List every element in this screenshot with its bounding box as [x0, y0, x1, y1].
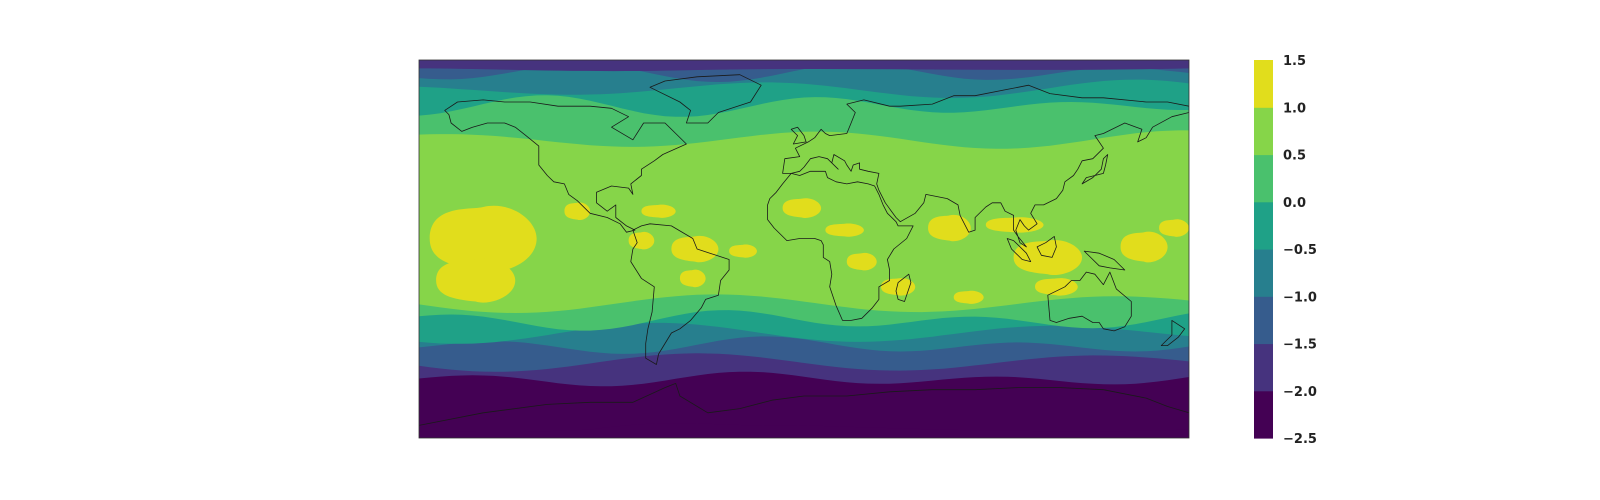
- high-value-patch-11: [846, 252, 877, 271]
- colorbar-segment-5: [1254, 154, 1273, 203]
- coastline-new-zealand: [1160, 320, 1186, 346]
- colorbar: −2.5 −2.0 −1.5 −1.0 −0.5 0.0 0.5 1.0 1.5: [1254, 54, 1317, 447]
- high-value-patch-7: [679, 269, 706, 288]
- high-value-patch-20: [953, 290, 984, 304]
- coastline-new-guinea: [1083, 250, 1126, 271]
- high-value-patch-10: [825, 223, 864, 237]
- colorbar-segment-6: [1254, 107, 1273, 156]
- colorbar-segment-2: [1254, 296, 1273, 345]
- map-plot-area: [419, 60, 1189, 438]
- high-value-patch-6: [671, 235, 719, 263]
- band-level-6: [419, 130, 1189, 313]
- high-value-patch-5: [641, 204, 676, 218]
- high-value-patch-8: [729, 244, 757, 258]
- high-value-patch-15: [1013, 239, 1083, 276]
- colorbar-tick-label: −2.0: [1283, 385, 1317, 400]
- coastlines: [419, 74, 1189, 426]
- antarctic-low: [419, 423, 1189, 438]
- colorbar-tick-label: 0.0: [1283, 196, 1306, 211]
- coastline-eurasia: [782, 84, 1189, 248]
- coastline-indonesia-borneo: [1036, 236, 1057, 258]
- high-value-patch-17: [1120, 231, 1168, 263]
- colorbar-tick-label: 0.5: [1283, 149, 1306, 164]
- high-value-patch-1: [429, 205, 537, 272]
- coastline-indonesia-sumatra: [1006, 238, 1032, 262]
- high-value-patch-14: [985, 217, 1044, 233]
- colorbar-tick-label: 1.5: [1283, 54, 1306, 69]
- coastline-antarctica: [419, 383, 1189, 426]
- coastline-greenland: [649, 74, 762, 124]
- high-value-patch-9: [782, 198, 822, 218]
- colorbar-segment-0: [1254, 390, 1273, 439]
- colorbar-tick-label: −2.5: [1283, 432, 1317, 447]
- colorbar-tick-label: −1.5: [1283, 338, 1317, 353]
- coastline-north-america: [444, 99, 687, 233]
- colorbar-tick-label: −0.5: [1283, 243, 1317, 258]
- coastline-madagascar: [895, 273, 912, 302]
- colorbar-segment-3: [1254, 249, 1273, 297]
- high-value-patch-3: [564, 202, 591, 221]
- coastline-australia: [1047, 271, 1132, 332]
- colorbar-segment-4: [1254, 201, 1273, 250]
- high-value-patch-19: [483, 223, 505, 237]
- colorbar-segment-7: [1254, 60, 1273, 108]
- arctic-low: [419, 60, 1189, 72]
- high-value-patch-2: [436, 258, 516, 303]
- colorbar-tick-label: 1.0: [1283, 101, 1306, 116]
- colorbar-segment-1: [1254, 343, 1273, 392]
- coastline-japan: [1081, 154, 1109, 185]
- high-value-patch-12: [881, 278, 916, 296]
- high-value-patch-18: [1159, 219, 1189, 237]
- map-frame: [418, 59, 1190, 439]
- coastline-britain: [790, 126, 807, 145]
- high-value-patch-13: [928, 214, 971, 242]
- high-value-patches: [429, 198, 1189, 304]
- high-value-patch-4: [628, 231, 655, 250]
- coastline-africa: [767, 170, 914, 321]
- high-value-patch-16: [1035, 278, 1078, 296]
- coastline-south-america: [630, 223, 730, 365]
- colorbar-tick-label: −1.0: [1283, 290, 1317, 305]
